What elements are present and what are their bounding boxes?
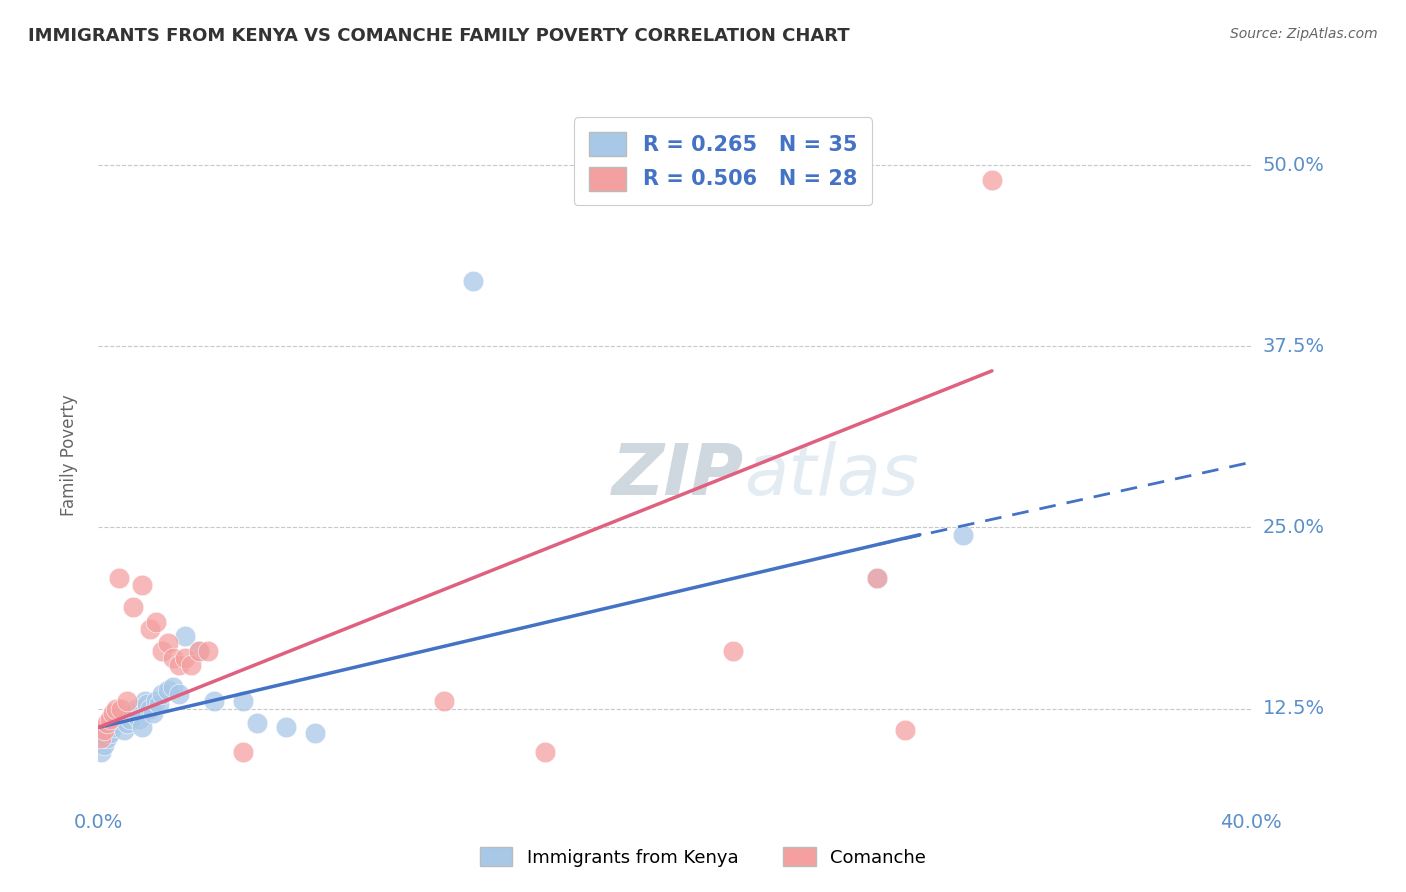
Point <box>134 694 156 708</box>
Point <box>866 571 889 585</box>
Point <box>93 723 115 738</box>
Point <box>110 708 132 723</box>
Point <box>162 680 184 694</box>
Point <box>304 726 326 740</box>
Point <box>167 687 190 701</box>
Point <box>167 658 190 673</box>
Point <box>534 745 557 759</box>
Text: 50.0%: 50.0% <box>1263 155 1324 175</box>
Text: 25.0%: 25.0% <box>1263 518 1324 537</box>
Point <box>131 578 153 592</box>
Point <box>107 571 129 585</box>
Point <box>98 726 121 740</box>
Point <box>139 701 162 715</box>
Point <box>110 701 132 715</box>
Point <box>952 527 974 541</box>
Point <box>231 745 254 759</box>
Y-axis label: Family Poverty: Family Poverty <box>59 394 77 516</box>
Point <box>188 643 211 657</box>
Text: 12.5%: 12.5% <box>1263 699 1324 718</box>
Point <box>104 716 127 731</box>
Point <box>131 721 153 735</box>
Point <box>142 706 165 720</box>
Point <box>112 723 135 738</box>
Point <box>117 694 138 708</box>
Point <box>866 571 889 585</box>
Point <box>122 706 145 720</box>
Text: ZIP: ZIP <box>612 442 744 510</box>
Point <box>128 712 150 726</box>
Point <box>117 716 138 731</box>
Point <box>101 721 124 735</box>
Point <box>96 731 118 745</box>
Point <box>174 629 197 643</box>
Point <box>136 698 159 712</box>
Point <box>202 694 225 708</box>
Point <box>188 643 211 657</box>
Point <box>150 643 173 657</box>
Point <box>98 712 121 726</box>
Text: IMMIGRANTS FROM KENYA VS COMANCHE FAMILY POVERTY CORRELATION CHART: IMMIGRANTS FROM KENYA VS COMANCHE FAMILY… <box>28 27 849 45</box>
Point <box>107 712 129 726</box>
Point <box>433 694 456 708</box>
Point <box>90 731 112 745</box>
Point <box>93 738 115 752</box>
Point <box>461 274 484 288</box>
Point <box>104 701 127 715</box>
Point <box>197 643 219 657</box>
Point <box>180 658 202 673</box>
Point <box>145 615 167 629</box>
Point <box>721 643 744 657</box>
Point <box>981 172 1004 186</box>
Point <box>231 694 254 708</box>
Point <box>101 706 124 720</box>
Text: Source: ZipAtlas.com: Source: ZipAtlas.com <box>1230 27 1378 41</box>
Point <box>145 694 167 708</box>
Point <box>120 712 142 726</box>
Point <box>150 687 173 701</box>
Text: atlas: atlas <box>744 442 918 510</box>
Point <box>162 651 184 665</box>
Point <box>148 698 170 712</box>
Point <box>894 723 917 738</box>
Point <box>96 716 118 731</box>
Point <box>246 716 269 731</box>
Point <box>174 651 197 665</box>
Text: 37.5%: 37.5% <box>1263 336 1324 356</box>
Legend: R = 0.265   N = 35, R = 0.506   N = 28: R = 0.265 N = 35, R = 0.506 N = 28 <box>574 118 872 205</box>
Legend: Immigrants from Kenya, Comanche: Immigrants from Kenya, Comanche <box>472 840 934 874</box>
Point <box>156 682 179 697</box>
Point <box>90 745 112 759</box>
Point <box>122 600 145 615</box>
Point <box>125 701 148 715</box>
Point <box>156 636 179 650</box>
Point <box>139 622 162 636</box>
Point <box>274 721 297 735</box>
